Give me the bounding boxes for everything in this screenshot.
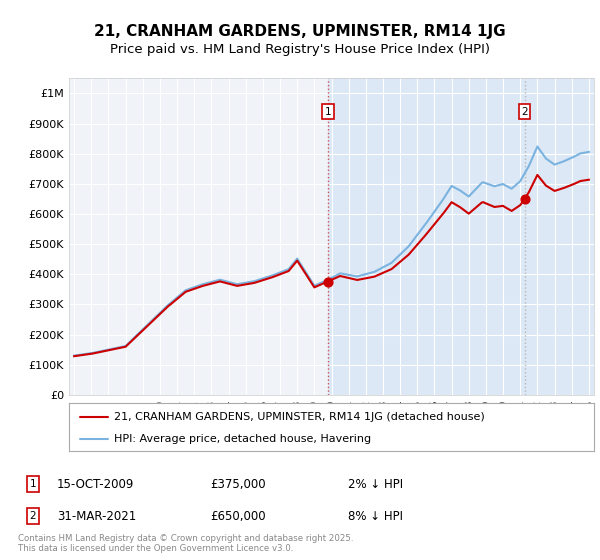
Point [323, 277, 332, 286]
Text: 2: 2 [29, 511, 37, 521]
Text: Price paid vs. HM Land Registry's House Price Index (HPI): Price paid vs. HM Land Registry's House … [110, 43, 490, 56]
Text: 21, CRANHAM GARDENS, UPMINSTER, RM14 1JG: 21, CRANHAM GARDENS, UPMINSTER, RM14 1JG [94, 24, 506, 39]
Text: 21, CRANHAM GARDENS, UPMINSTER, RM14 1JG (detached house): 21, CRANHAM GARDENS, UPMINSTER, RM14 1JG… [113, 412, 484, 422]
Text: 15-OCT-2009: 15-OCT-2009 [57, 478, 134, 491]
Text: Contains HM Land Registry data © Crown copyright and database right 2025.
This d: Contains HM Land Registry data © Crown c… [18, 534, 353, 553]
Bar [328, 78, 600, 395]
Text: 2: 2 [521, 106, 528, 116]
Text: 2% ↓ HPI: 2% ↓ HPI [348, 478, 403, 491]
Text: 31-MAR-2021: 31-MAR-2021 [57, 510, 136, 523]
Text: £650,000: £650,000 [210, 510, 266, 523]
Text: £375,000: £375,000 [210, 478, 266, 491]
Text: 1: 1 [29, 479, 37, 489]
Text: 1: 1 [325, 106, 331, 116]
Text: HPI: Average price, detached house, Havering: HPI: Average price, detached house, Have… [113, 434, 371, 444]
Text: 8% ↓ HPI: 8% ↓ HPI [348, 510, 403, 523]
Point [520, 194, 529, 203]
